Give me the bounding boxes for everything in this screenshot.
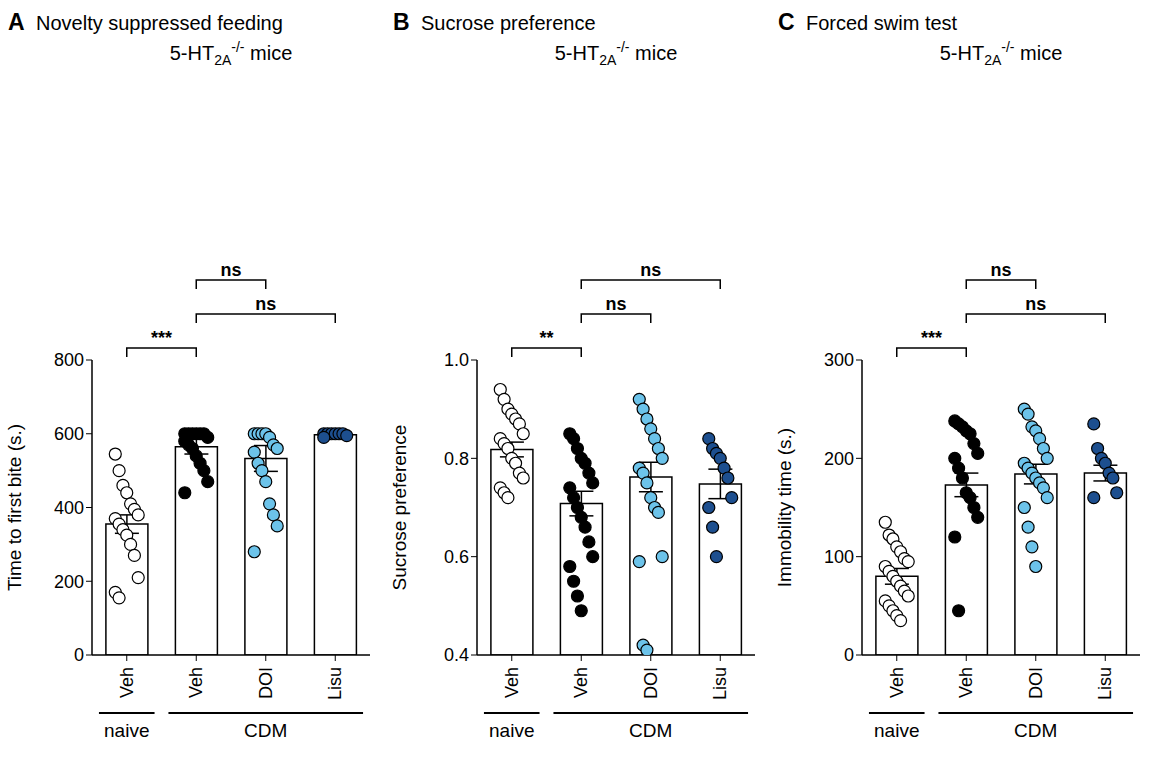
svg-text:**: ** (539, 328, 553, 348)
svg-text:1.0: 1.0 (444, 350, 469, 370)
svg-text:***: *** (921, 328, 942, 348)
svg-text:Veh: Veh (887, 667, 907, 698)
svg-text:Sucrose preference: Sucrose preference (421, 12, 596, 34)
svg-text:Sucrose preference: Sucrose preference (389, 425, 410, 591)
svg-text:0.6: 0.6 (444, 547, 469, 567)
svg-text:ns: ns (220, 260, 241, 280)
svg-text:Veh: Veh (117, 667, 137, 698)
svg-text:Veh: Veh (571, 667, 591, 698)
svg-text:Veh: Veh (186, 667, 206, 698)
svg-text:ns: ns (605, 294, 626, 314)
svg-text:naive: naive (874, 720, 919, 741)
svg-text:0: 0 (844, 645, 854, 665)
svg-text:300: 300 (824, 350, 854, 370)
svg-text:Veh: Veh (502, 667, 522, 698)
svg-text:0: 0 (74, 645, 84, 665)
svg-text:0.8: 0.8 (444, 449, 469, 469)
svg-text:200: 200 (54, 572, 84, 592)
svg-text:naive: naive (104, 720, 149, 741)
svg-text:DOI: DOI (1026, 667, 1046, 699)
svg-text:CDM: CDM (629, 720, 672, 741)
svg-text:800: 800 (54, 350, 84, 370)
svg-text:ns: ns (990, 260, 1011, 280)
svg-text:CDM: CDM (244, 720, 287, 741)
svg-text:Immobility time (s.): Immobility time (s.) (774, 428, 795, 587)
svg-text:5-HT2A-/- mice: 5-HT2A-/- mice (940, 39, 1063, 68)
svg-text:DOI: DOI (641, 667, 661, 699)
svg-text:200: 200 (824, 449, 854, 469)
svg-text:ns: ns (255, 294, 276, 314)
svg-text:DOI: DOI (256, 667, 276, 699)
svg-text:naive: naive (489, 720, 534, 741)
svg-text:B: B (393, 9, 410, 35)
svg-text:CDM: CDM (1014, 720, 1057, 741)
svg-text:5-HT2A-/- mice: 5-HT2A-/- mice (555, 39, 678, 68)
svg-text:0.4: 0.4 (444, 645, 469, 665)
svg-text:***: *** (151, 328, 172, 348)
svg-text:Time to first bite (s.): Time to first bite (s.) (4, 424, 25, 591)
svg-text:Lisu: Lisu (1095, 667, 1115, 700)
svg-text:C: C (778, 9, 795, 35)
svg-text:400: 400 (54, 498, 84, 518)
svg-text:5-HT2A-/- mice: 5-HT2A-/- mice (170, 39, 293, 68)
svg-text:ns: ns (640, 260, 661, 280)
svg-text:Lisu: Lisu (325, 667, 345, 700)
svg-text:ns: ns (1025, 294, 1046, 314)
svg-text:Novelty suppressed feeding: Novelty suppressed feeding (36, 12, 283, 34)
svg-text:Lisu: Lisu (710, 667, 730, 700)
svg-text:100: 100 (824, 547, 854, 567)
svg-text:Veh: Veh (956, 667, 976, 698)
svg-text:Forced swim test: Forced swim test (806, 12, 958, 34)
svg-text:600: 600 (54, 424, 84, 444)
svg-text:A: A (8, 9, 25, 35)
